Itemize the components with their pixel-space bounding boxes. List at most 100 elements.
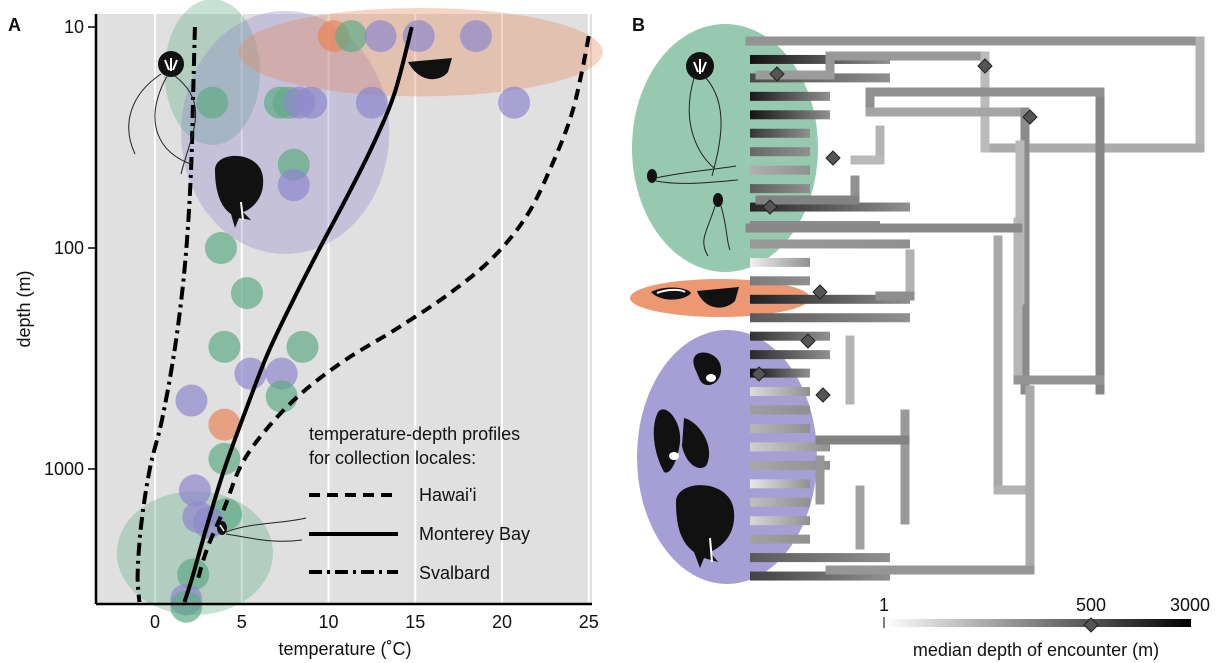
- clade-silhouettes: [647, 52, 739, 568]
- tree-tip: [750, 184, 810, 194]
- purple-data-point: [498, 86, 531, 119]
- tree-tip: [750, 239, 910, 249]
- purple-data-point: [175, 384, 208, 417]
- ancestral-node-marker: [769, 66, 785, 82]
- x-tick-label: 10: [318, 612, 338, 632]
- tree-tip: [750, 553, 890, 563]
- colorbar-gradient: [884, 619, 1191, 627]
- colorbar-marker: [1083, 617, 1099, 633]
- purple-data-point: [364, 20, 397, 53]
- green-data-point: [196, 86, 229, 119]
- green-data-point: [170, 590, 203, 623]
- green-data-point: [265, 380, 298, 413]
- ancestral-node-marker: [762, 199, 778, 215]
- tree-tip: [750, 110, 830, 120]
- profile-line-hawai-i: [194, 35, 591, 585]
- tree-tip: [750, 313, 910, 323]
- ancestral-node-marker: [800, 333, 816, 349]
- green-data-point: [335, 20, 368, 53]
- tiny-larvacean-icon: [703, 193, 731, 257]
- tree-tip: [750, 331, 830, 341]
- ancestral-node-marker: [815, 387, 831, 403]
- y-tick-label: 1000: [44, 459, 84, 479]
- ancestral-node-marker: [812, 284, 828, 300]
- tree-tip: [750, 442, 830, 452]
- colorbar: 1 500 3000 median depth of encounter (m): [879, 595, 1210, 660]
- shell-fragment-icons: [651, 287, 739, 308]
- tree-tip: [750, 165, 810, 175]
- colorbar-tick-3000: 3000: [1170, 595, 1210, 615]
- colorbar-tick-1: 1: [879, 595, 889, 615]
- tree-tip: [750, 91, 830, 101]
- tree-tip: [750, 368, 810, 378]
- green-data-point: [204, 232, 237, 264]
- larvacean-house-icon: [128, 51, 197, 175]
- tree-tip: [750, 479, 810, 489]
- tree-tip: [750, 128, 810, 138]
- ancestral-node-marker: [977, 58, 993, 74]
- tree-tip: [750, 257, 810, 267]
- panel-a-label: A: [8, 15, 21, 35]
- colorbar-title: median depth of encounter (m): [913, 640, 1159, 660]
- ancestral-node-marker: [825, 150, 841, 166]
- small-larvacean-icon: [647, 165, 739, 184]
- purple-data-point: [178, 474, 211, 507]
- x-tick-label: 20: [492, 612, 512, 632]
- legend-label-monterey-bay: Monterey Bay: [419, 524, 530, 544]
- purple-data-point: [355, 86, 388, 119]
- tree-tip: [750, 423, 810, 433]
- x-tick-label: 5: [237, 612, 247, 632]
- green-data-point: [230, 277, 263, 310]
- colorbar-tick-500: 500: [1076, 595, 1106, 615]
- tree-internal-branches: [745, 36, 1205, 575]
- green-data-point: [286, 330, 319, 363]
- tree-tip: [750, 147, 810, 157]
- legend-label-hawaii: Hawai'i: [419, 485, 476, 505]
- panel-b-phylogeny: 1 500 3000 median depth of encounter (m): [630, 24, 1210, 660]
- pteropod-wings-icon: [653, 409, 710, 473]
- legend: temperature-depth profiles for collectio…: [309, 424, 530, 583]
- tree-tip: [750, 534, 810, 544]
- x-tick-label: 25: [579, 612, 599, 632]
- small-larvacean-icon: [217, 517, 307, 542]
- x-tick-label: 15: [405, 612, 425, 632]
- ancestral-node-marker: [751, 366, 767, 382]
- ancestral-state-markers: [751, 58, 1038, 403]
- legend-label-svalbard: Svalbard: [419, 563, 490, 583]
- legend-title-line-1: temperature-depth profiles: [309, 424, 520, 444]
- tree-tip: [750, 54, 890, 64]
- green-data-point: [208, 330, 241, 363]
- purple-data-point: [277, 169, 310, 202]
- panel-b-label: B: [632, 15, 645, 35]
- x-axis-title: temperature (˚C): [278, 639, 411, 659]
- purple-data-point: [265, 357, 298, 390]
- tree-tip: [750, 460, 830, 470]
- specimen-silhouettes: [128, 51, 452, 542]
- tree-tip-branches: [750, 36, 910, 581]
- legend-title-line-2: for collection locales:: [309, 448, 476, 468]
- ancestral-node-marker: [1022, 109, 1038, 125]
- orange-data-point: [208, 408, 241, 441]
- axes: [94, 14, 592, 606]
- tree-tip: [750, 387, 810, 397]
- tree-tip: [750, 405, 810, 415]
- pteropod-silhouette-icon: [676, 485, 735, 568]
- shell-fragment-icon: [408, 58, 452, 80]
- tree-tip: [750, 571, 890, 581]
- tree-tip: [750, 202, 910, 212]
- pteropod-silhouette-icon: [215, 155, 264, 228]
- pteropod-icon-small: [693, 352, 722, 386]
- tree-tip: [750, 294, 910, 304]
- green-group-ellipse: [164, 0, 260, 146]
- y-tick-label: 100: [54, 238, 84, 258]
- tree-tip: [750, 350, 830, 360]
- y-axis-title: depth (m): [14, 270, 34, 347]
- tree-tip: [750, 276, 810, 286]
- purple-data-point: [459, 20, 492, 53]
- x-tick-labels: 0 5 10 15 20 25: [150, 612, 599, 632]
- larvacean-house-icon: [686, 52, 722, 177]
- purple-data-point: [295, 86, 328, 119]
- tree-tip: [750, 497, 810, 507]
- panel-a-scatter-chart: 0 5 10 15 20 25 10 100 1000 temperature (˚C) de…: [14, 0, 603, 659]
